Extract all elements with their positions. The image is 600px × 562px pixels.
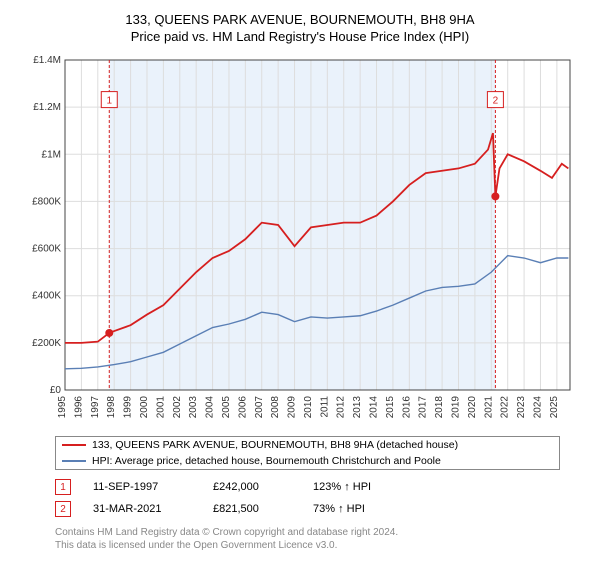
legend-swatch-property — [62, 444, 86, 446]
event-marker-1: 1 — [55, 479, 71, 495]
legend-label-property: 133, QUEENS PARK AVENUE, BOURNEMOUTH, BH… — [92, 439, 458, 451]
event-hpi-2: 73% ↑ HPI — [313, 503, 413, 515]
svg-text:1996: 1996 — [73, 396, 84, 419]
svg-text:2020: 2020 — [467, 396, 478, 419]
legend-row-hpi: HPI: Average price, detached house, Bour… — [56, 453, 559, 469]
legend-swatch-hpi — [62, 460, 86, 462]
svg-text:2010: 2010 — [303, 396, 314, 419]
svg-text:2003: 2003 — [188, 396, 199, 419]
events-table: 1 11-SEP-1997 £242,000 123% ↑ HPI 2 31-M… — [55, 476, 560, 520]
svg-text:2013: 2013 — [352, 396, 363, 419]
event-row-2: 2 31-MAR-2021 £821,500 73% ↑ HPI — [55, 498, 560, 520]
svg-text:£1.4M: £1.4M — [33, 55, 61, 66]
svg-text:2017: 2017 — [418, 396, 429, 419]
footnote-line-2: This data is licensed under the Open Gov… — [55, 539, 560, 552]
svg-text:£0: £0 — [50, 385, 62, 396]
svg-text:1995: 1995 — [57, 396, 68, 419]
title-subtitle: Price paid vs. HM Land Registry's House … — [10, 29, 590, 44]
svg-text:£400K: £400K — [32, 291, 61, 302]
svg-text:2012: 2012 — [336, 396, 347, 419]
price-chart: £0 £200K £400K £600K £800K £1M £1.2M £1.4M 1995 1… — [20, 52, 580, 432]
svg-text:2006: 2006 — [237, 396, 248, 419]
svg-text:2021: 2021 — [483, 396, 494, 419]
legend-row-property: 133, QUEENS PARK AVENUE, BOURNEMOUTH, BH… — [56, 437, 559, 453]
event-row-1: 1 11-SEP-1997 £242,000 123% ↑ HPI — [55, 476, 560, 498]
svg-text:2004: 2004 — [205, 396, 216, 419]
svg-text:2024: 2024 — [532, 396, 543, 419]
legend: 133, QUEENS PARK AVENUE, BOURNEMOUTH, BH… — [55, 436, 560, 470]
svg-text:2015: 2015 — [385, 396, 396, 419]
svg-text:2000: 2000 — [139, 396, 150, 419]
legend-label-hpi: HPI: Average price, detached house, Bour… — [92, 455, 441, 467]
svg-text:2016: 2016 — [401, 396, 412, 419]
event-price-2: £821,500 — [213, 503, 313, 515]
event-hpi-1: 123% ↑ HPI — [313, 481, 413, 493]
svg-text:2002: 2002 — [172, 396, 183, 419]
event-marker-2: 2 — [55, 501, 71, 517]
svg-text:2014: 2014 — [369, 396, 380, 419]
svg-text:1998: 1998 — [106, 396, 117, 419]
footnote-line-1: Contains HM Land Registry data © Crown c… — [55, 526, 560, 539]
svg-text:1997: 1997 — [90, 396, 101, 419]
svg-text:£1M: £1M — [42, 149, 61, 160]
event-date-2: 31-MAR-2021 — [93, 503, 213, 515]
svg-text:2001: 2001 — [155, 396, 166, 419]
svg-text:1999: 1999 — [123, 396, 134, 419]
svg-text:2018: 2018 — [434, 396, 445, 419]
svg-text:£800K: £800K — [32, 196, 61, 207]
svg-text:2025: 2025 — [549, 396, 560, 419]
event-date-1: 11-SEP-1997 — [93, 481, 213, 493]
svg-text:2019: 2019 — [451, 396, 462, 419]
svg-text:1: 1 — [106, 96, 112, 107]
svg-text:2009: 2009 — [287, 396, 298, 419]
svg-text:£1.2M: £1.2M — [33, 102, 61, 113]
svg-text:2008: 2008 — [270, 396, 281, 419]
svg-text:2: 2 — [493, 96, 499, 107]
svg-text:£200K: £200K — [32, 338, 61, 349]
title-address: 133, QUEENS PARK AVENUE, BOURNEMOUTH, BH… — [10, 12, 590, 27]
svg-text:£600K: £600K — [32, 244, 61, 255]
svg-text:2007: 2007 — [254, 396, 265, 419]
svg-text:2022: 2022 — [500, 396, 511, 419]
event-price-1: £242,000 — [213, 481, 313, 493]
footnote: Contains HM Land Registry data © Crown c… — [55, 526, 560, 552]
svg-text:2005: 2005 — [221, 396, 232, 419]
svg-text:2011: 2011 — [319, 396, 330, 418]
svg-text:2023: 2023 — [516, 396, 527, 419]
